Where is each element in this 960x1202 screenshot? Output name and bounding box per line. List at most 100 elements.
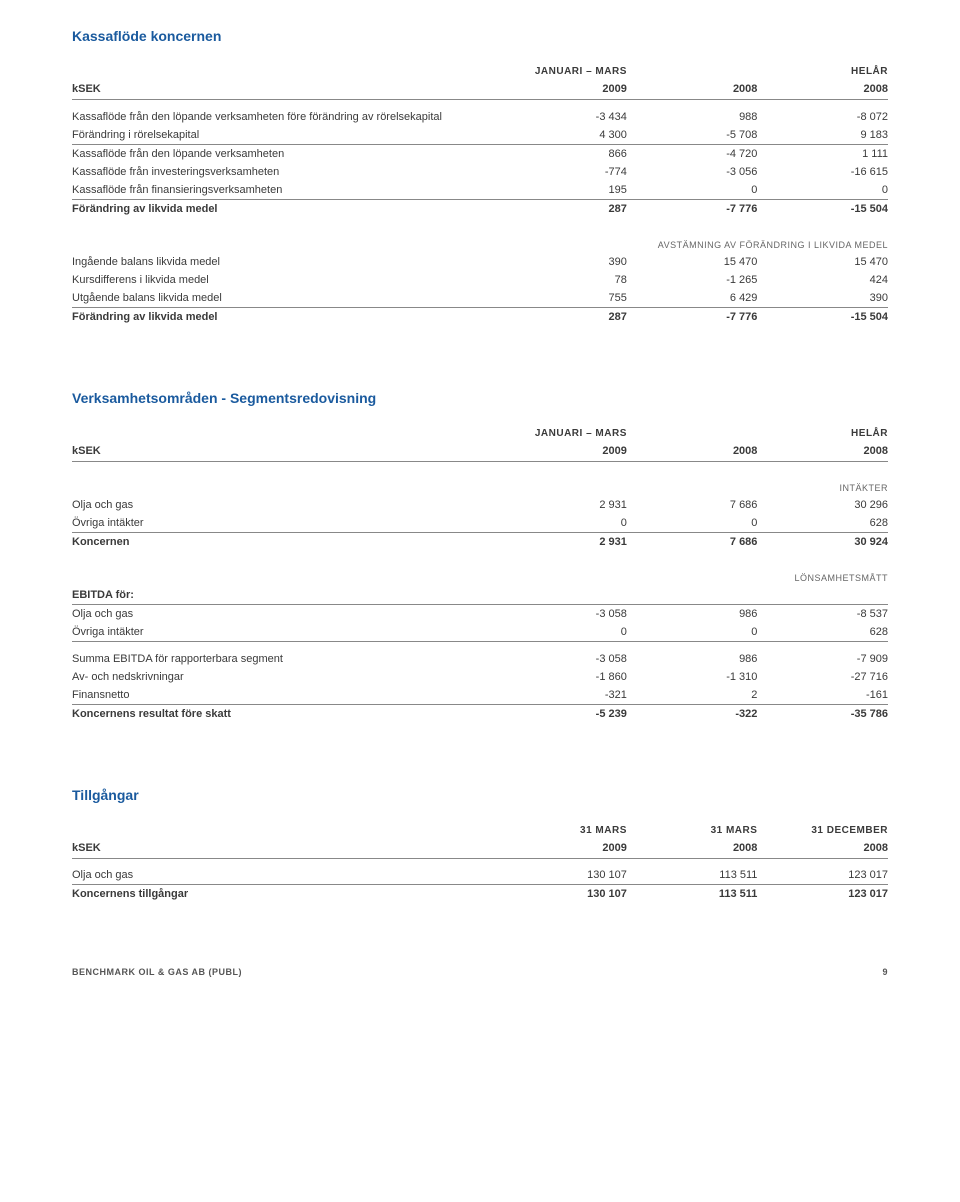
row-value: 986 bbox=[627, 650, 758, 668]
row-value: 287 bbox=[496, 199, 627, 218]
row-value: 9 183 bbox=[757, 126, 888, 145]
row-value: 986 bbox=[627, 605, 758, 624]
row-label: Koncernens resultat före skatt bbox=[72, 704, 496, 723]
row-value: -8 072 bbox=[757, 108, 888, 126]
row-label: Utgående balans likvida medel bbox=[72, 289, 496, 308]
row-label: Kassaflöde från investeringsverksamheten bbox=[72, 163, 496, 181]
row-value: -15 504 bbox=[757, 307, 888, 326]
row-value: 30 296 bbox=[757, 496, 888, 514]
year-2008: 2008 bbox=[627, 442, 758, 462]
row-label: Olja och gas bbox=[72, 496, 496, 514]
row-value: 123 017 bbox=[757, 866, 888, 885]
row-label: Av- och nedskrivningar bbox=[72, 668, 496, 686]
row-value: 130 107 bbox=[496, 885, 627, 904]
row-value: 0 bbox=[627, 623, 758, 642]
table-row: Koncernen2 9317 68630 924 bbox=[72, 533, 888, 552]
row-value: 2 931 bbox=[496, 496, 627, 514]
section-title-segment: Verksamhetsområden - Segmentsredovisning bbox=[72, 390, 888, 406]
row-value: -7 776 bbox=[627, 199, 758, 218]
year-2009: 2009 bbox=[496, 442, 627, 462]
row-value: 755 bbox=[496, 289, 627, 308]
row-label: Olja och gas bbox=[72, 866, 496, 885]
avstamning-head: AVSTÄMNING AV FÖRÄNDRING I LIKVIDA MEDEL bbox=[72, 226, 888, 253]
row-value: 15 470 bbox=[627, 253, 758, 271]
row-value: -1 860 bbox=[496, 668, 627, 686]
year-2008: 2008 bbox=[627, 839, 758, 859]
period-31dec: 31 DECEMBER bbox=[757, 817, 888, 839]
table-row: Utgående balans likvida medel7556 429390 bbox=[72, 289, 888, 308]
table-row: Förändring i rörelsekapital4 300-5 7089 … bbox=[72, 126, 888, 145]
kassaflode-body: Kassaflöde från den löpande verksamheten… bbox=[72, 108, 888, 218]
page: Kassaflöde koncernen JANUARI – MARS HELÅ… bbox=[0, 0, 960, 1005]
row-value: 7 686 bbox=[627, 533, 758, 552]
period-janmars: JANUARI – MARS bbox=[496, 58, 627, 80]
row-value: -7 909 bbox=[757, 650, 888, 668]
period-31mars: 31 MARS bbox=[496, 817, 627, 839]
ksek-label: kSEK bbox=[72, 80, 496, 100]
table-row: Av- och nedskrivningar-1 860-1 310-27 71… bbox=[72, 668, 888, 686]
table-row: Kassaflöde från den löpande verksamheten… bbox=[72, 108, 888, 126]
row-value: 628 bbox=[757, 623, 888, 642]
table-row: Kassaflöde från finansieringsverksamhete… bbox=[72, 181, 888, 200]
row-value: -3 056 bbox=[627, 163, 758, 181]
row-value: -35 786 bbox=[757, 704, 888, 723]
row-value: 287 bbox=[496, 307, 627, 326]
table-row: Olja och gas130 107113 511123 017 bbox=[72, 866, 888, 885]
row-label: Kassaflöde från den löpande verksamheten… bbox=[72, 108, 496, 126]
ksek-label: kSEK bbox=[72, 442, 496, 462]
table-row: Övriga intäkter00628 bbox=[72, 623, 888, 642]
row-value: 113 511 bbox=[627, 866, 758, 885]
row-value: 866 bbox=[496, 144, 627, 163]
row-value: 0 bbox=[757, 181, 888, 200]
table-row: Förändring av likvida medel287-7 776-15 … bbox=[72, 199, 888, 218]
row-value: 2 bbox=[627, 686, 758, 705]
row-label: Summa EBITDA för rapporterbara segment bbox=[72, 650, 496, 668]
row-label: Koncernen bbox=[72, 533, 496, 552]
row-label: Övriga intäkter bbox=[72, 514, 496, 533]
table-row: Kursdifferens i likvida medel78-1 265424 bbox=[72, 271, 888, 289]
row-value: 628 bbox=[757, 514, 888, 533]
row-label: Ingående balans likvida medel bbox=[72, 253, 496, 271]
row-value: -3 434 bbox=[496, 108, 627, 126]
row-value: 390 bbox=[496, 253, 627, 271]
row-value: -5 708 bbox=[627, 126, 758, 145]
tillgangar-table: 31 MARS 31 MARS 31 DECEMBER kSEK 2009 20… bbox=[72, 817, 888, 904]
kassaflode-body2: Ingående balans likvida medel39015 47015… bbox=[72, 253, 888, 326]
row-value: 4 300 bbox=[496, 126, 627, 145]
table-row: Ingående balans likvida medel39015 47015… bbox=[72, 253, 888, 271]
year-2008-full: 2008 bbox=[757, 442, 888, 462]
row-value: -15 504 bbox=[757, 199, 888, 218]
row-label: Förändring av likvida medel bbox=[72, 199, 496, 218]
table-row: Koncernens tillgångar130 107113 511123 0… bbox=[72, 885, 888, 904]
row-label: Finansnetto bbox=[72, 686, 496, 705]
row-value: -8 537 bbox=[757, 605, 888, 624]
row-value: -1 265 bbox=[627, 271, 758, 289]
tillgangar-body: Olja och gas130 107113 511123 017Koncern… bbox=[72, 866, 888, 903]
table-row: Kassaflöde från den löpande verksamheten… bbox=[72, 144, 888, 163]
ksek-label: kSEK bbox=[72, 839, 496, 859]
row-label: Övriga intäkter bbox=[72, 623, 496, 642]
footer-page-number: 9 bbox=[882, 967, 888, 977]
row-label: Kursdifferens i likvida medel bbox=[72, 271, 496, 289]
row-value: -7 776 bbox=[627, 307, 758, 326]
kassaflode-table: JANUARI – MARS HELÅR kSEK 2009 2008 2008… bbox=[72, 58, 888, 326]
lonsamhet-head: LÖNSAMHETSMÅTT bbox=[72, 559, 888, 586]
table-row: Olja och gas2 9317 68630 296 bbox=[72, 496, 888, 514]
row-value: -27 716 bbox=[757, 668, 888, 686]
year-2008: 2008 bbox=[627, 80, 758, 100]
row-value: -321 bbox=[496, 686, 627, 705]
intakter-body: Olja och gas2 9317 68630 296Övriga intäk… bbox=[72, 496, 888, 551]
row-value: 1 111 bbox=[757, 144, 888, 163]
table-row: Förändring av likvida medel287-7 776-15 … bbox=[72, 307, 888, 326]
row-value: -161 bbox=[757, 686, 888, 705]
year-2009: 2009 bbox=[496, 80, 627, 100]
page-footer: BENCHMARK OIL & GAS AB (PUBL) 9 bbox=[72, 967, 888, 977]
row-value: -3 058 bbox=[496, 605, 627, 624]
period-31mars: 31 MARS bbox=[627, 817, 758, 839]
row-label: Olja och gas bbox=[72, 605, 496, 624]
section-title-tillgangar: Tillgångar bbox=[72, 787, 888, 803]
row-value: 15 470 bbox=[757, 253, 888, 271]
row-label: Kassaflöde från finansieringsverksamhete… bbox=[72, 181, 496, 200]
summa-body: Summa EBITDA för rapporterbara segment-3… bbox=[72, 650, 888, 723]
row-value: -4 720 bbox=[627, 144, 758, 163]
